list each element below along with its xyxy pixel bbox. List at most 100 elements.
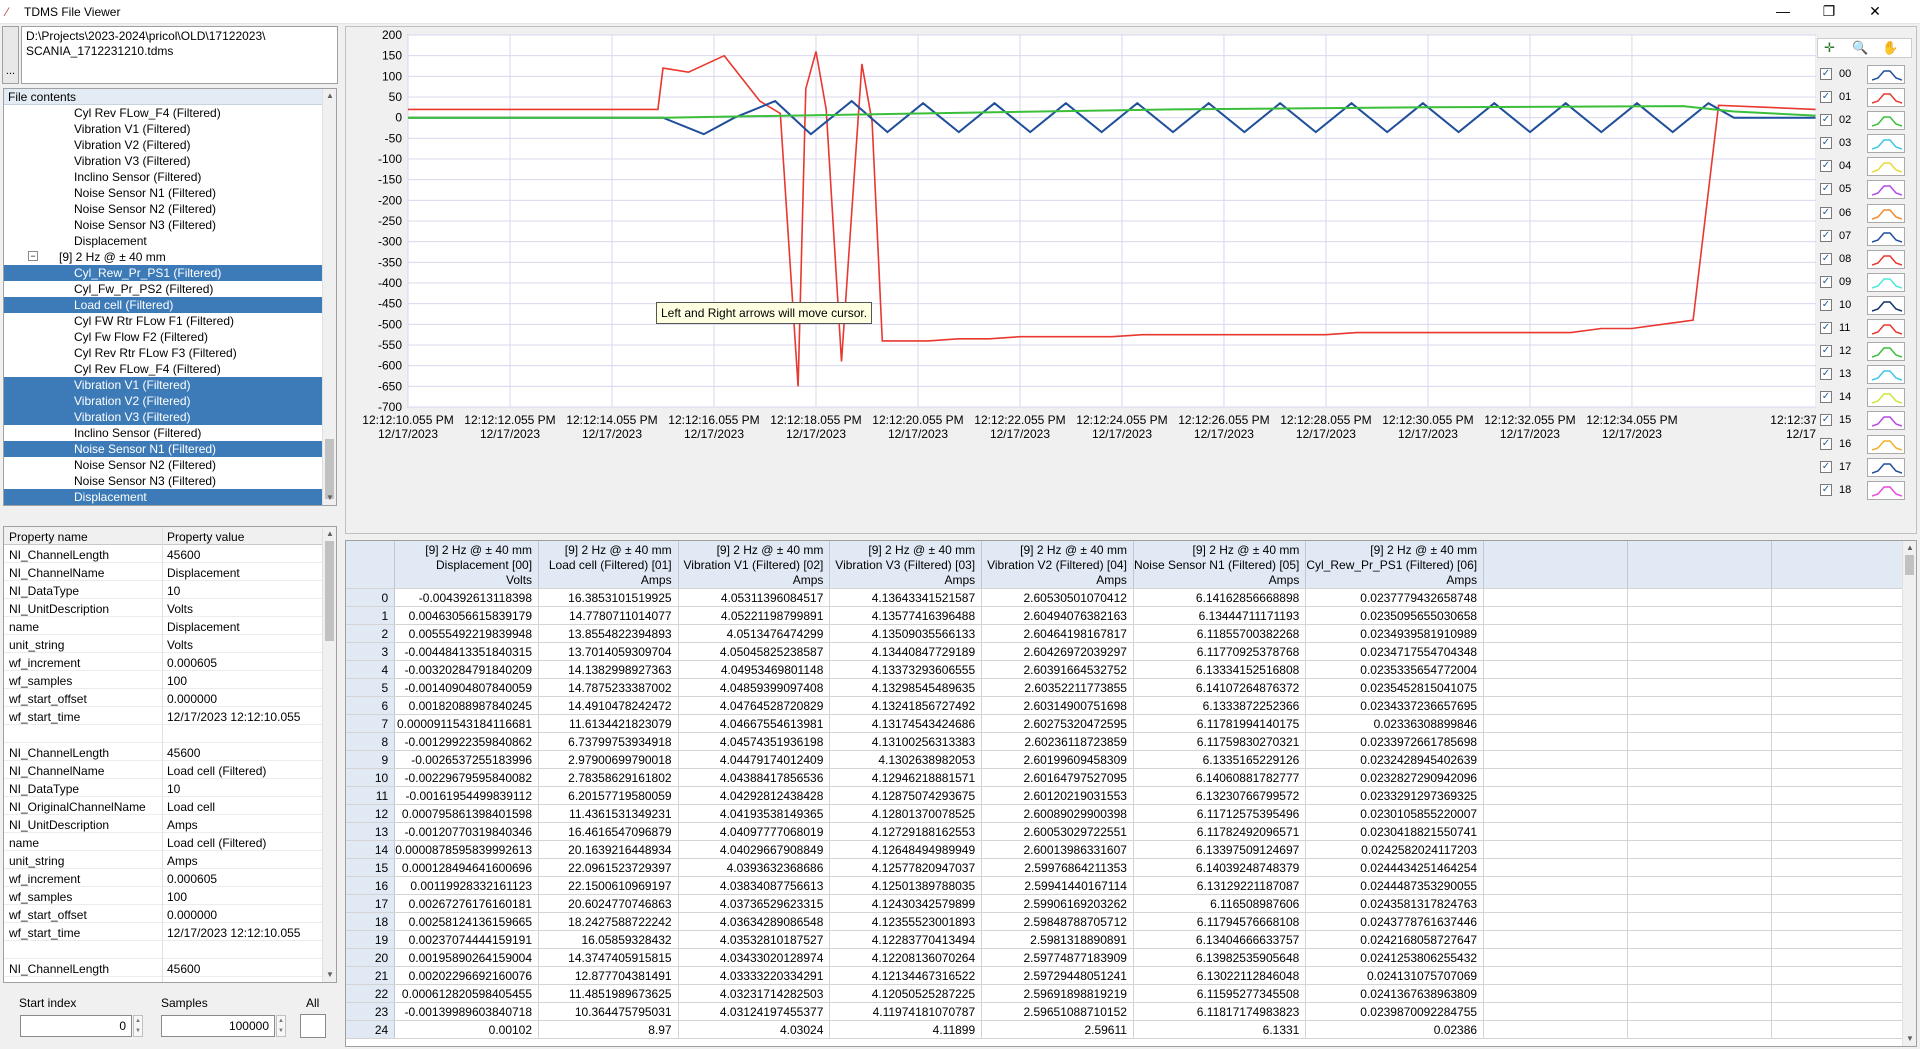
table-cell[interactable]: 4.12134467316522 bbox=[829, 966, 983, 985]
file-contents-tree[interactable]: File contents Cyl Rev FLow_F4 (Filtered)… bbox=[3, 88, 337, 506]
table-cell[interactable]: 2.60352211773855 bbox=[981, 678, 1134, 697]
table-cell[interactable] bbox=[1771, 696, 1916, 715]
tree-item[interactable]: Vibration V3 (Filtered) bbox=[4, 409, 324, 425]
legend-item[interactable]: ✓ 11 bbox=[1817, 318, 1912, 341]
table-cell[interactable] bbox=[1483, 714, 1629, 733]
table-cell[interactable]: 2.60199609458309 bbox=[981, 750, 1134, 769]
table-cell[interactable] bbox=[1771, 678, 1916, 697]
table-cell[interactable] bbox=[1771, 948, 1916, 967]
plot-visible-checkbox[interactable]: ✓ bbox=[1820, 229, 1832, 242]
table-row[interactable]: 24 0.00102 8.97 4.03024 4.11899 2.59611 6.1331… bbox=[346, 1020, 1916, 1039]
property-row[interactable]: wf_start_time 12/17/2023 12:12:10.055 bbox=[4, 707, 336, 725]
table-cell[interactable]: 0.0244487353290055 bbox=[1305, 876, 1485, 895]
tree-item[interactable]: Cyl Rev FLow_F4 (Filtered) bbox=[4, 361, 324, 377]
plot-visible-checkbox[interactable]: ✓ bbox=[1820, 298, 1832, 311]
scroll-up-icon[interactable]: ▲ bbox=[326, 91, 334, 100]
table-cell[interactable] bbox=[1771, 912, 1916, 931]
table-cell[interactable]: 6.11781994140175 bbox=[1133, 714, 1307, 733]
table-cell[interactable] bbox=[1483, 894, 1629, 913]
table-cell[interactable]: 0.0235452815041075 bbox=[1305, 678, 1485, 697]
table-cell[interactable] bbox=[1627, 714, 1772, 733]
table-cell[interactable]: 6.13230766799572 bbox=[1133, 786, 1307, 805]
table-row[interactable]: 12 0.00079586139840​1598 11.4361531349231 4… bbox=[346, 804, 1916, 823]
legend-item[interactable]: ✓ 10 bbox=[1817, 295, 1912, 318]
table-cell[interactable] bbox=[1627, 660, 1772, 679]
table-cell[interactable]: 4.03231714282503 bbox=[678, 984, 831, 1003]
legend-item[interactable]: ✓ 02 bbox=[1817, 110, 1912, 133]
table-cell[interactable]: 2.60013986331607 bbox=[981, 840, 1134, 859]
table-cell[interactable]: 0.0234939581910989 bbox=[1305, 624, 1485, 643]
table-cell[interactable]: 11.4851989673625 bbox=[538, 984, 679, 1003]
table-cell[interactable]: 6.13982535905648 bbox=[1133, 948, 1307, 967]
table-cell[interactable] bbox=[1771, 588, 1916, 607]
table-cell[interactable]: 4.05045825238587 bbox=[678, 642, 831, 661]
table-cell[interactable]: 4.04479174012409 bbox=[678, 750, 831, 769]
scroll-down-icon[interactable]: ▼ bbox=[326, 970, 334, 979]
table-cell[interactable]: 4.03532810187527 bbox=[678, 930, 831, 949]
legend-item[interactable]: ✓ 18 bbox=[1817, 480, 1912, 503]
table-cell[interactable]: 0.00202296692160​076 bbox=[394, 966, 540, 985]
table-cell[interactable] bbox=[1771, 930, 1916, 949]
property-row[interactable]: wf_increment 0.000605 bbox=[4, 653, 336, 671]
grid-scrollbar[interactable]: ▲ ▼ bbox=[1902, 541, 1916, 1046]
table-cell[interactable] bbox=[1483, 1020, 1629, 1039]
row-number[interactable]: 12 bbox=[346, 804, 396, 823]
table-cell[interactable]: 4.04388417856536 bbox=[678, 768, 831, 787]
table-cell[interactable]: 0.023471755470434​8 bbox=[1305, 642, 1485, 661]
table-cell[interactable] bbox=[1483, 624, 1629, 643]
table-cell[interactable] bbox=[1771, 822, 1916, 841]
tree-item[interactable]: Noise Sensor N1 (Filtered) bbox=[4, 185, 324, 201]
table-cell[interactable]: 2.59906169203262 bbox=[981, 894, 1134, 913]
plot-visible-checkbox[interactable]: ✓ bbox=[1820, 160, 1832, 173]
table-cell[interactable]: 4.13577416396488 bbox=[829, 606, 983, 625]
table-cell[interactable]: 4.05311396084517 bbox=[678, 588, 831, 607]
table-cell[interactable]: 14.1382998927363 bbox=[538, 660, 679, 679]
legend-item[interactable]: ✓ 09 bbox=[1817, 272, 1912, 295]
chart-plot[interactable]: 200 150 100 50 0 -50 -100 -150 -200 -250 -300 -350 -… bbox=[346, 27, 1816, 535]
table-cell[interactable]: 0.00182088987840​245 bbox=[394, 696, 540, 715]
table-cell[interactable]: 0.0230105855220007 bbox=[1305, 804, 1485, 823]
legend-item[interactable]: ✓ 12 bbox=[1817, 341, 1912, 364]
row-number[interactable]: 15 bbox=[346, 858, 396, 877]
table-cell[interactable]: 0.0234337236657695 bbox=[1305, 696, 1485, 715]
table-cell[interactable] bbox=[1483, 750, 1629, 769]
table-cell[interactable] bbox=[1771, 858, 1916, 877]
table-row[interactable]: 9 -0.0026537255183​996 2.97900699790018 4.0… bbox=[346, 750, 1916, 769]
start-index-spinner[interactable]: ▲ ▼ bbox=[133, 1015, 143, 1037]
property-row[interactable]: name Displacement bbox=[4, 617, 336, 635]
plot-visible-checkbox[interactable]: ✓ bbox=[1820, 252, 1832, 265]
plot-style-swatch[interactable] bbox=[1867, 203, 1905, 223]
tree-item[interactable]: Noise Sensor N3 (Filtered) bbox=[4, 217, 324, 233]
table-cell[interactable]: 4.12430342579899 bbox=[829, 894, 983, 913]
plot-style-swatch[interactable] bbox=[1867, 295, 1905, 315]
column-header[interactable]: [9] 2 Hz @ ± 40 mm Displacement [00] Volts bbox=[394, 541, 540, 589]
property-row[interactable]: wf_start_offset 0.000000 bbox=[4, 905, 336, 923]
table-cell[interactable]: 4.03333220334291 bbox=[678, 966, 831, 985]
close-button[interactable]: ✕ bbox=[1869, 3, 1881, 19]
table-cell[interactable]: 0.0237779432658748 bbox=[1305, 588, 1485, 607]
table-cell[interactable]: 4.13298545489635 bbox=[829, 678, 983, 697]
row-number[interactable]: 14 bbox=[346, 840, 396, 859]
table-cell[interactable]: 4.04667554613981 bbox=[678, 714, 831, 733]
collapse-icon[interactable]: − bbox=[28, 251, 38, 261]
table-cell[interactable]: 14.4910478242472 bbox=[538, 696, 679, 715]
plot-style-swatch[interactable] bbox=[1867, 388, 1905, 408]
table-row[interactable]: 21 0.00202296692160​076 12.877704381491 4.0… bbox=[346, 966, 1916, 985]
plot-visible-checkbox[interactable]: ✓ bbox=[1820, 114, 1832, 127]
samples-spinner[interactable]: ▲ ▼ bbox=[276, 1015, 286, 1037]
tree-item[interactable]: Vibration V1 (Filtered) bbox=[4, 121, 324, 137]
table-row[interactable]: 2 0.00555492219839​948 13.8554822394893 4.0… bbox=[346, 624, 1916, 643]
tree-scrollbar[interactable]: ▲ ▼ bbox=[322, 89, 336, 505]
table-row[interactable]: 4 -0.0032028479184​0209 14.1382998927363 4.… bbox=[346, 660, 1916, 679]
row-number[interactable]: 17 bbox=[346, 894, 396, 913]
property-row[interactable]: NI_ChannelLength 45600 bbox=[4, 545, 336, 563]
table-cell[interactable]: 14.7875233387002 bbox=[538, 678, 679, 697]
table-cell[interactable]: 20.1639216448934 bbox=[538, 840, 679, 859]
table-cell[interactable]: 4.03124197455377 bbox=[678, 1002, 831, 1021]
plot-visible-checkbox[interactable]: ✓ bbox=[1820, 437, 1832, 450]
table-cell[interactable]: 14.3747405915815 bbox=[538, 948, 679, 967]
table-cell[interactable]: 2.59941440167114 bbox=[981, 876, 1134, 895]
table-cell[interactable]: 2.59729448051241 bbox=[981, 966, 1134, 985]
table-cell[interactable]: 0.00061282059840​5455 bbox=[394, 984, 540, 1003]
table-cell[interactable]: 0.0235335654772004 bbox=[1305, 660, 1485, 679]
